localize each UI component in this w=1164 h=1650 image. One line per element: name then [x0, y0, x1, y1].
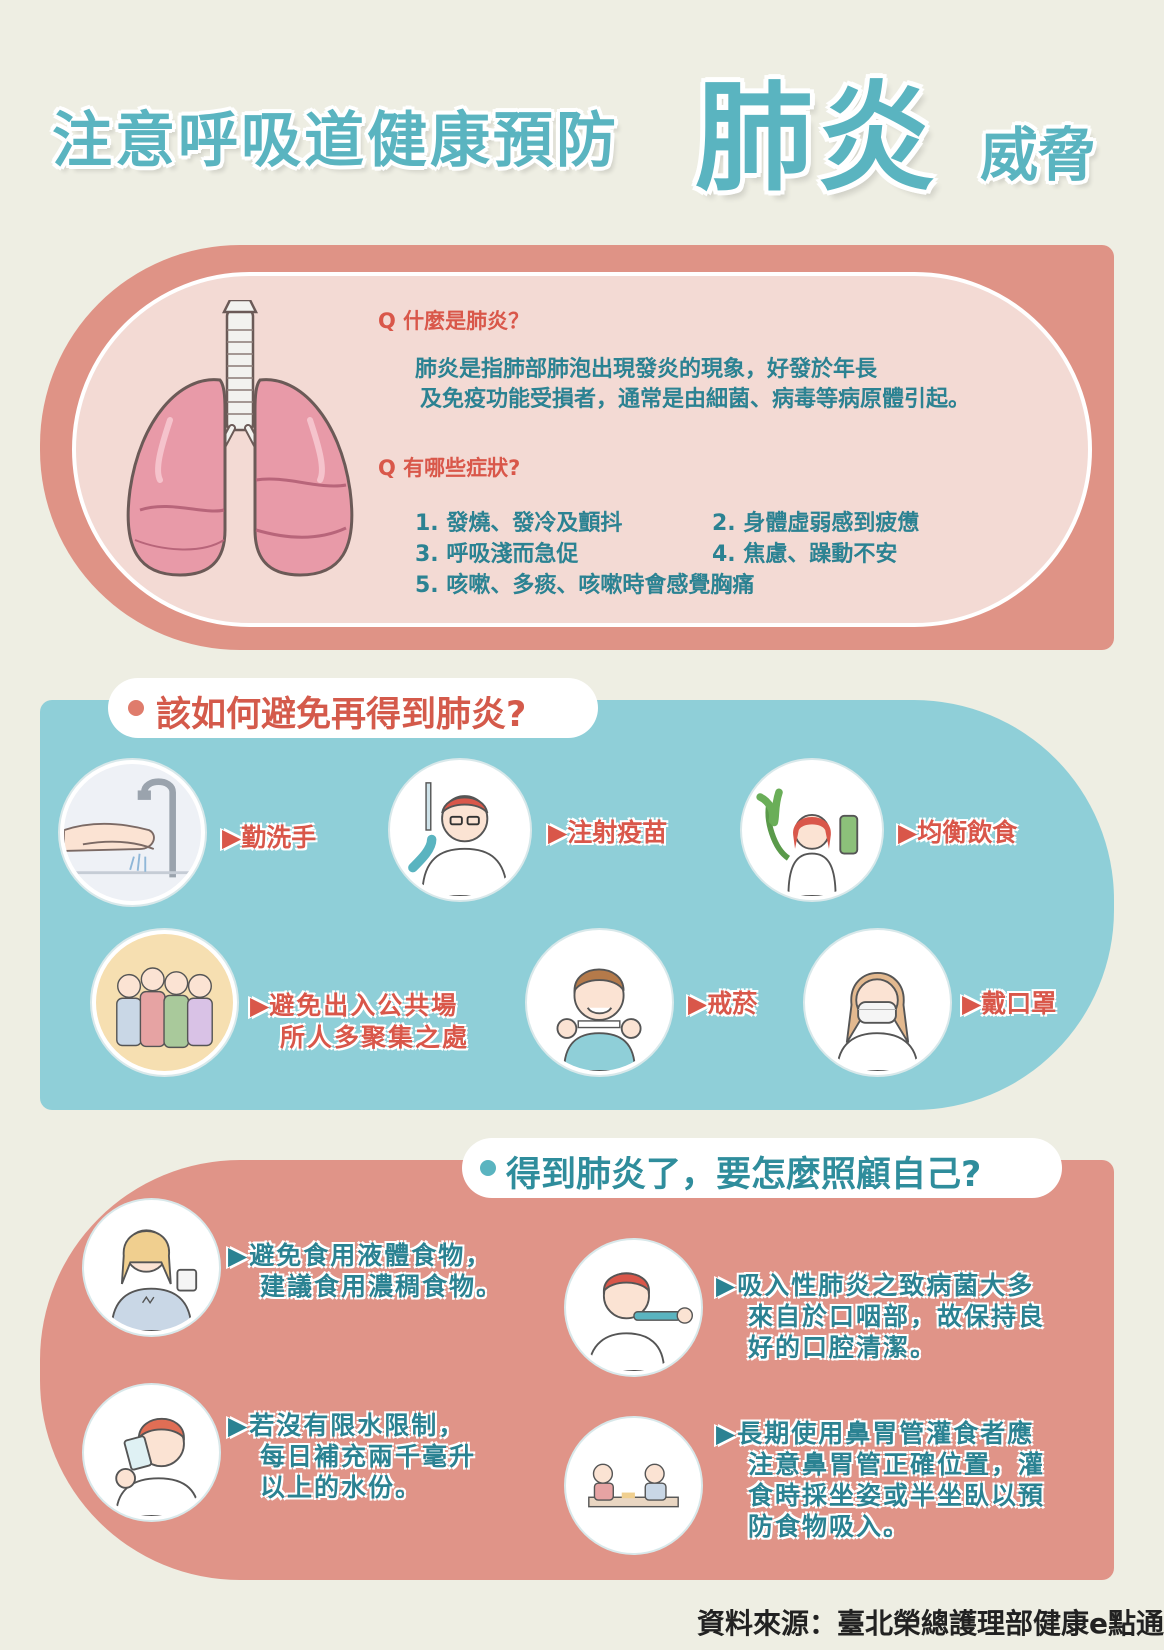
care-line: 防食物吸入。 [748, 1512, 911, 1541]
question-symptoms: Q 有哪些症狀? [378, 456, 521, 480]
thick-food-icon [84, 1200, 219, 1335]
care-drink-water: ▶若沒有限水限制， 每日補充兩千毫升 以上的水份。 [228, 1410, 476, 1503]
care-line: 好的口腔清潔。 [748, 1333, 938, 1362]
symptom-item: 2. 身體虛弱感到疲憊 [712, 511, 920, 536]
answer-line-1: 肺炎是指肺部肺泡出現發炎的現象，好發於年長 [415, 357, 878, 382]
bullet-dot-icon [480, 1160, 496, 1176]
tip-balanced-diet: ▶均衡飲食 [898, 817, 1017, 849]
care-line: 建議食用濃稠食物。 [260, 1272, 504, 1301]
self-care-heading-text: 得到肺炎了，要怎麼照顧自己? [506, 1155, 982, 1195]
symptom-item: 3. 呼吸淺而急促 [415, 542, 579, 567]
arrow-right-icon: ▶ [962, 989, 982, 1018]
arrow-right-icon: ▶ [898, 818, 918, 847]
care-line: 來自於口咽部，故保持良 [748, 1302, 1046, 1331]
arrow-right-icon: ▶ [716, 1419, 738, 1448]
tip-label: 戴口罩 [981, 989, 1057, 1018]
tip-label: 避免出入公共場 [269, 991, 459, 1020]
question-what-is-pneumonia: Q 什麼是肺炎？ [378, 309, 530, 333]
arrow-right-icon: ▶ [228, 1241, 250, 1270]
arrow-right-icon: ▶ [250, 991, 270, 1020]
crowd-icon [92, 930, 237, 1075]
drinking-water-icon [84, 1385, 219, 1520]
tip-quit-smoking: ▶戒菸 [688, 988, 757, 1020]
tip-label-line2: 所人多聚集之處 [280, 1023, 470, 1052]
arrow-right-icon: ▶ [222, 823, 242, 852]
tip-label: 戒菸 [707, 989, 758, 1018]
care-line: 吸入性肺炎之致病菌大多 [737, 1271, 1035, 1300]
title-main: 注意呼吸道健康預防 [52, 106, 619, 176]
hand-washing-icon [60, 760, 205, 905]
care-line: 長期使用鼻胃管灌食者應 [737, 1419, 1035, 1448]
care-thick-food: ▶避免食用液體食物， 建議食用濃稠食物。 [228, 1240, 503, 1302]
arrow-right-icon: ▶ [688, 989, 708, 1018]
care-line: 避免食用液體食物， [249, 1241, 493, 1270]
tip-wash-hands: ▶勤洗手 [222, 822, 316, 854]
tip-label: 注射疫苗 [567, 818, 668, 847]
care-tube-feeding: ▶長期使用鼻胃管灌食者應 注意鼻胃管正確位置，灌 食時採坐姿或半坐臥以預 防食物… [716, 1418, 1045, 1542]
prevention-heading: 該如何避免再得到肺炎? [108, 678, 598, 738]
title-end: 威脅 [980, 121, 1097, 189]
tooth-brushing-icon [566, 1240, 701, 1375]
page-title: 注意呼吸道健康預防 肺炎 威脅 [0, 0, 1164, 230]
symptom-item: 1. 發燒、發冷及顫抖 [415, 511, 623, 536]
tip-wear-mask: ▶戴口罩 [962, 988, 1056, 1020]
tube-feeding-icon [566, 1418, 701, 1553]
source-credit: 資料來源：臺北榮總護理部健康e點通 [697, 1607, 1164, 1640]
answer-line-2: 及免疫功能受損者，通常是由細菌、病毒等病原體引起。 [420, 387, 971, 412]
care-line: 食時採坐姿或半坐臥以預 [748, 1481, 1046, 1510]
symptom-item: 4. 焦慮、躁動不安 [712, 542, 898, 567]
title-highlight: 肺炎 [695, 69, 940, 207]
face-mask-icon [805, 930, 950, 1075]
doctor-vaccine-icon [390, 760, 530, 900]
tip-label: 均衡飲食 [917, 818, 1018, 847]
healthy-food-icon [742, 760, 882, 900]
symptom-item: 5. 咳嗽、多痰、咳嗽時會感覺胸痛 [415, 573, 755, 598]
self-care-heading: 得到肺炎了，要怎麼照顧自己? [462, 1138, 1062, 1198]
arrow-right-icon: ▶ [716, 1271, 738, 1300]
prevention-heading-text: 該如何避免再得到肺炎? [156, 695, 527, 735]
tip-avoid-crowds: ▶避免出入公共場 所人多聚集之處 [250, 990, 469, 1054]
care-line: 若沒有限水限制， [249, 1411, 466, 1440]
care-line: 以上的水份。 [260, 1473, 423, 1502]
bullet-dot-icon [128, 700, 144, 716]
arrow-right-icon: ▶ [548, 818, 568, 847]
lungs-icon [120, 298, 360, 590]
tip-label: 勤洗手 [241, 823, 317, 852]
care-line: 注意鼻胃管正確位置，灌 [748, 1450, 1046, 1479]
care-line: 每日補充兩千毫升 [260, 1442, 477, 1471]
tip-vaccine: ▶注射疫苗 [548, 817, 667, 849]
no-smoking-icon [527, 930, 672, 1075]
care-oral-hygiene: ▶吸入性肺炎之致病菌大多 來自於口咽部，故保持良 好的口腔清潔。 [716, 1270, 1045, 1363]
arrow-right-icon: ▶ [228, 1411, 250, 1440]
